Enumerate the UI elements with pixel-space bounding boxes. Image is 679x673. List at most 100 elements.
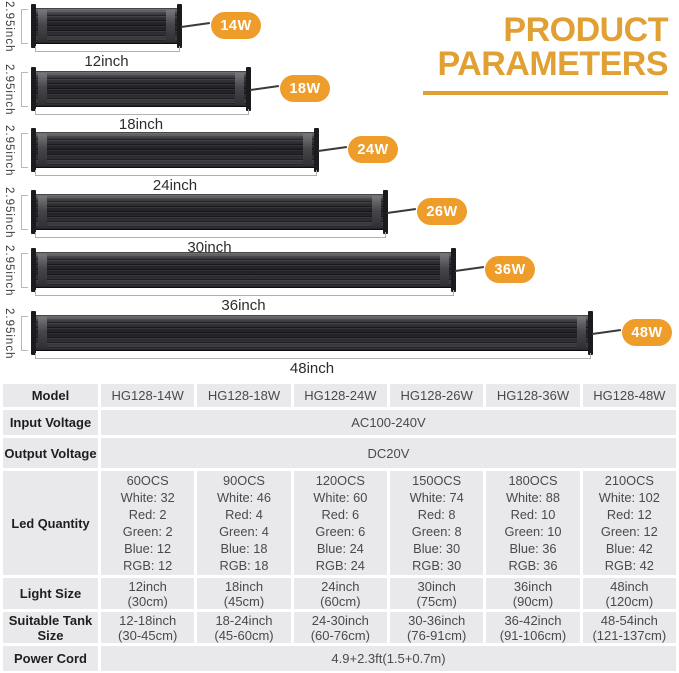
cell-line: (45cm) [223, 593, 265, 609]
height-dimension-bracket [21, 253, 28, 288]
table-cell: 36-42inch (91-106cm) [486, 612, 580, 643]
length-label: 36inch [221, 297, 266, 314]
table-cell: 36inch (90cm) [486, 578, 580, 609]
cell-line: (76-91cm) [407, 627, 467, 643]
cell-line: Green: 12 [600, 524, 658, 539]
cell-line: RGB: 42 [604, 558, 654, 573]
table-row: Led Quantity 60OCS White: 32 Red: 2 Green: 2… [3, 471, 676, 575]
cell-line: Blue: 30 [413, 541, 461, 556]
mounting-bracket-left [31, 248, 36, 292]
wattage-badge: 36W [485, 256, 535, 283]
cell-line: 30-36inch [408, 612, 466, 628]
height-dimension-bracket [21, 316, 28, 351]
power-cord-line [318, 145, 347, 153]
page-title-line2: PARAMETERS [437, 45, 669, 83]
cell-line: HG128-36W [496, 388, 570, 403]
cell-line: (91-106cm) [499, 627, 567, 643]
table-cell: HG128-36W [486, 384, 580, 407]
height-dimension-label: 2.95inch [3, 1, 15, 53]
table-row: Model HG128-14W HG128-18W HG128-24W HG128-26… [3, 384, 676, 407]
cell-line: Blue: 12 [124, 541, 172, 556]
table-row: Input Voltage AC100-240V [3, 410, 676, 435]
table-cell: HG128-48W [582, 384, 676, 407]
cell-line: Green: 6 [315, 524, 366, 539]
power-cord-line [455, 265, 484, 273]
wattage-badge: 24W [348, 136, 398, 163]
cell-line: Red: 4 [225, 507, 263, 522]
mounting-bracket-left [31, 4, 36, 48]
row-label: Input Voltage [3, 410, 98, 435]
light-bar [31, 4, 182, 48]
light-bar-texture [35, 197, 384, 227]
table-cell: 48inch (120cm) [582, 578, 676, 609]
cell-line: RGB: 24 [315, 558, 365, 573]
cell-line: White: 32 [120, 490, 175, 505]
light-bar [31, 67, 251, 111]
light-bar-end-cap-right [303, 134, 312, 166]
table-cell: 90OCS White: 46 Red: 4 Green: 4 Blue: 18 RGB:… [197, 471, 291, 575]
cell-line: Green: 2 [122, 524, 173, 539]
wattage-badge: 26W [417, 198, 467, 225]
cell-line: 18inch [224, 578, 264, 594]
table-cell: 30-36inch (76-91cm) [390, 612, 484, 643]
table-cell: 48-54inch (121-137cm) [582, 612, 676, 643]
cell-line: Green: 4 [219, 524, 269, 539]
table-cell: 24inch (60cm) [293, 578, 387, 609]
cell-line: 90OCS [223, 473, 265, 488]
light-bar-end-cap-right [235, 73, 244, 105]
table-cell: HG128-14W [101, 384, 195, 407]
wattage-badge: 48W [622, 319, 672, 346]
row-span-value: DC20V [101, 438, 676, 468]
height-dimension-label: 2.95inch [3, 187, 15, 239]
cell-line: 210OCS [604, 473, 654, 488]
table-cell: 180OCS White: 88 Red: 10 Green: 10 Blue: 36 R… [486, 471, 580, 575]
cell-line: 12-18inch [119, 612, 177, 628]
cell-line: RGB: 12 [123, 558, 173, 573]
spec-table: Model HG128-14W HG128-18W HG128-24W HG128-26… [3, 384, 676, 671]
light-bar-end-cap-right [577, 317, 586, 349]
cell-line: (30-45cm) [118, 627, 178, 643]
row-label: Power Cord [3, 646, 98, 671]
cell-line: 18-24inch [215, 612, 273, 628]
title-underline [423, 91, 668, 95]
cell-line: 30inch [417, 578, 456, 594]
cell-line: 48inch [610, 578, 649, 594]
light-bar-texture [35, 255, 452, 285]
cell-line: 60OCS [126, 473, 169, 488]
mounting-bracket-left [31, 190, 36, 234]
mounting-bracket-right [451, 248, 456, 292]
cell-line: (45-60cm) [214, 627, 274, 643]
cell-line: White: 88 [505, 490, 561, 505]
cell-line: 12inch [128, 578, 167, 594]
light-bar-end-cap-left [38, 10, 47, 42]
table-cell: 30inch (75cm) [390, 578, 484, 609]
table-cell: 18inch (45cm) [197, 578, 291, 609]
row-span-value: AC100-240V [101, 410, 676, 435]
cell-line: Blue: 18 [220, 541, 268, 556]
light-bar-end-cap-left [38, 254, 47, 286]
mounting-bracket-left [31, 128, 36, 172]
light-bar-texture [35, 11, 178, 41]
mounting-bracket-right [177, 4, 182, 48]
height-dimension-label: 2.95inch [3, 64, 15, 116]
light-bar-texture [35, 74, 247, 104]
cell-line: (90cm) [512, 593, 554, 609]
table-cell: HG128-26W [390, 384, 484, 407]
cell-line: (121-137cm) [592, 627, 667, 643]
table-cell: 12-18inch (30-45cm) [101, 612, 195, 643]
height-dimension-label: 2.95inch [3, 245, 15, 297]
table-cell: 24-30inch (60-76cm) [293, 612, 387, 643]
cell-line: 48-54inch [600, 612, 658, 628]
wattage-badge: 14W [211, 12, 261, 39]
mounting-bracket-right [588, 311, 593, 355]
cell-line: RGB: 30 [412, 558, 462, 573]
row-label: Suitable Tank Size [3, 612, 98, 643]
page-title-line1: PRODUCT [503, 11, 668, 49]
cell-line: Blue: 36 [509, 541, 557, 556]
table-row: Suitable Tank Size 12-18inch (30-45cm) 18-2… [3, 612, 676, 643]
light-bar-end-cap-right [166, 10, 175, 42]
cell-line: HG128-48W [593, 388, 666, 403]
table-cell: HG128-18W [197, 384, 291, 407]
cell-line: HG128-26W [400, 388, 473, 403]
